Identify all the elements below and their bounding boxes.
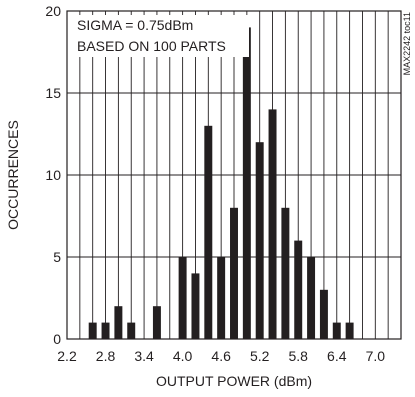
histogram-bar — [127, 322, 136, 339]
histogram-bar — [114, 306, 123, 339]
x-axis-title: OUTPUT POWER (dBm) — [156, 373, 312, 389]
x-tick-label: 4.0 — [173, 348, 193, 364]
histogram-bar — [307, 257, 316, 339]
annotation-sigma: SIGMA = 0.75dBm — [77, 17, 193, 33]
figure-id-label: MAX2242 toc11 — [402, 12, 412, 75]
x-tick-label: 6.4 — [327, 348, 347, 364]
x-tick-label: 7.0 — [366, 348, 386, 364]
histogram-bar — [255, 142, 264, 339]
histogram-bar — [191, 273, 200, 339]
y-tick-label: 10 — [45, 167, 61, 183]
y-tick-label: 5 — [53, 249, 61, 265]
x-tick-label: 3.4 — [134, 348, 154, 364]
y-tick-label: 0 — [53, 331, 61, 347]
annotation-sample-size: BASED ON 100 PARTS — [77, 38, 226, 54]
histogram-bar — [230, 207, 238, 339]
histogram-bar — [332, 322, 341, 339]
x-tick-label: 4.6 — [211, 348, 231, 364]
plot-area-frame — [66, 10, 402, 340]
histogram-bar — [319, 289, 328, 339]
histogram-bar — [217, 257, 226, 339]
x-tick-label: 2.2 — [57, 348, 77, 364]
histogram-bar — [268, 109, 277, 340]
x-tick-label: 2.8 — [96, 348, 116, 364]
y-axis-title: OCCURRENCES — [5, 120, 21, 230]
histogram-bar — [88, 322, 97, 339]
histogram-bar — [345, 322, 354, 339]
y-tick-label: 15 — [45, 85, 61, 101]
x-tick-label: 5.2 — [250, 348, 270, 364]
axis-ticks: 2.2 2.8 3.4 4.0 4.6 5.2 5.8 6.4 7.0 0 5 10 15 20 — [45, 3, 385, 364]
histogram-bar — [101, 322, 110, 339]
histogram-bar — [152, 306, 161, 339]
y-tick-label: 20 — [45, 3, 61, 19]
annotation-background — [73, 15, 249, 57]
chart-bars — [88, 27, 354, 340]
histogram-bar — [178, 257, 187, 339]
x-tick-label: 5.8 — [288, 348, 308, 364]
histogram-bar — [204, 125, 213, 339]
histogram-bar — [242, 27, 251, 340]
histogram-bar — [294, 240, 303, 339]
histogram-bar — [281, 207, 290, 339]
